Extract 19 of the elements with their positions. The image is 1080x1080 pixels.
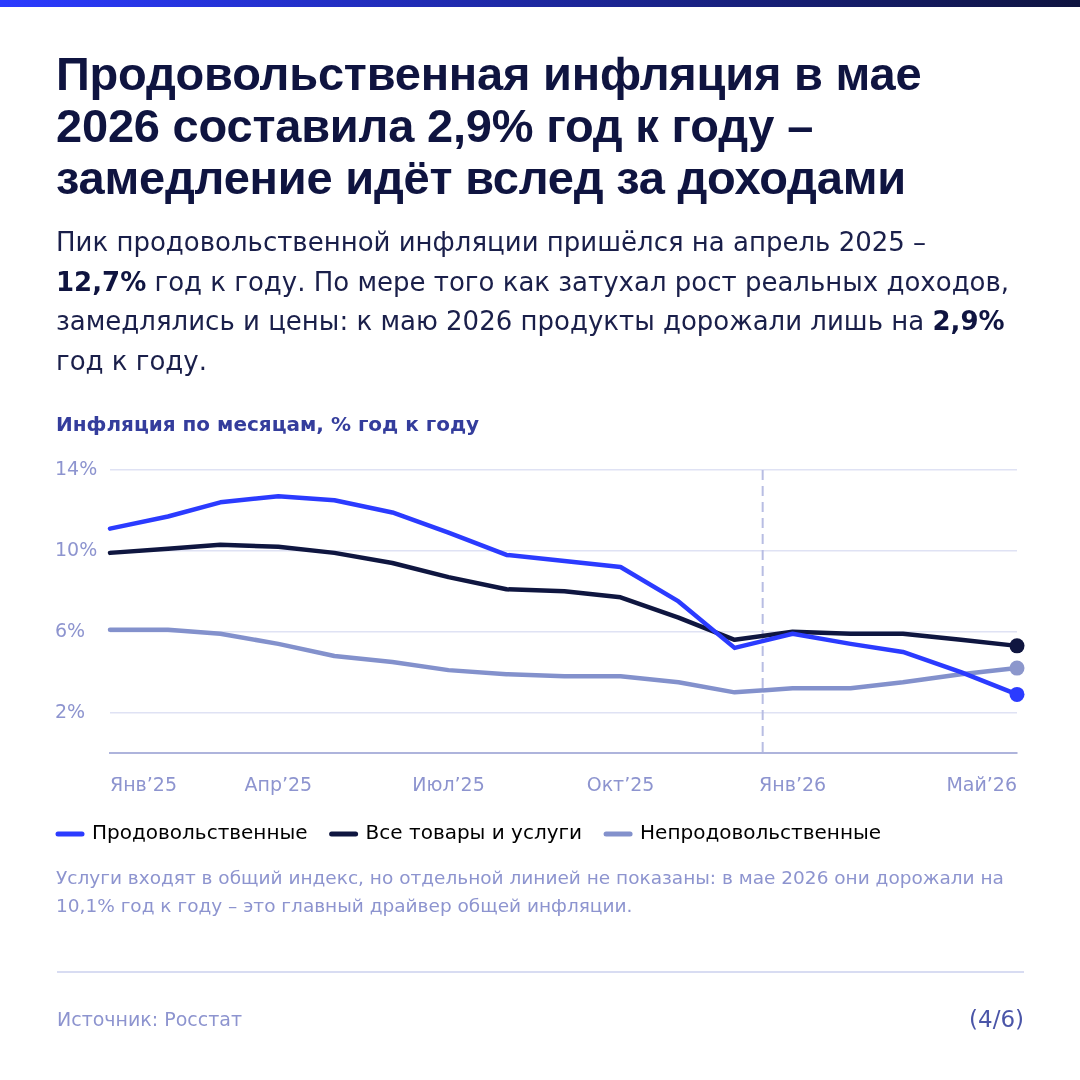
legend-label: Все товары и услуги: [365, 820, 583, 845]
y-tick-label: 14%: [55, 456, 98, 479]
y-tick-label: 10%: [55, 537, 98, 560]
x-tick-label: Янв’25: [110, 773, 178, 796]
legend-label: Непродовольственные: [640, 820, 882, 845]
y-tick-label: 2%: [55, 699, 86, 722]
x-tick-label: Май’26: [946, 773, 1017, 796]
legend-label: Продовольственные: [92, 820, 308, 845]
text: Услуги входят в общий индекс, но отдельной линией не показаны: в мае 2026 они дорожали на 10,1% год к году – это главный драйвер общей инфляции.: [56, 866, 1005, 918]
text: Источник: Росстат: [57, 1007, 243, 1032]
text: Пик продовольственной инфляции пришёлся на апрель 2025 – 12,7% год к году. По мере того как затухал рост реальных доходов, замедлялись и цены: к маю 2026 продукты дорожали лишь на 2,9% год к году.: [56, 227, 1010, 376]
x-tick-label: Июл’25: [412, 773, 485, 796]
y-tick-label: 6%: [55, 618, 86, 641]
x-tick-label: Янв’26: [759, 773, 827, 796]
text: (4/6): [969, 1005, 1024, 1034]
y-axis-title: Инфляция по месяцам, % год к году: [56, 411, 480, 438]
x-tick-label: Апр’25: [244, 773, 313, 796]
chart-title: Продовольственная инфляция в мае 2026 составила 2,9% год к году – замедление идёт вслед за доходами: [56, 47, 923, 204]
x-tick-label: Окт’25: [586, 773, 655, 796]
